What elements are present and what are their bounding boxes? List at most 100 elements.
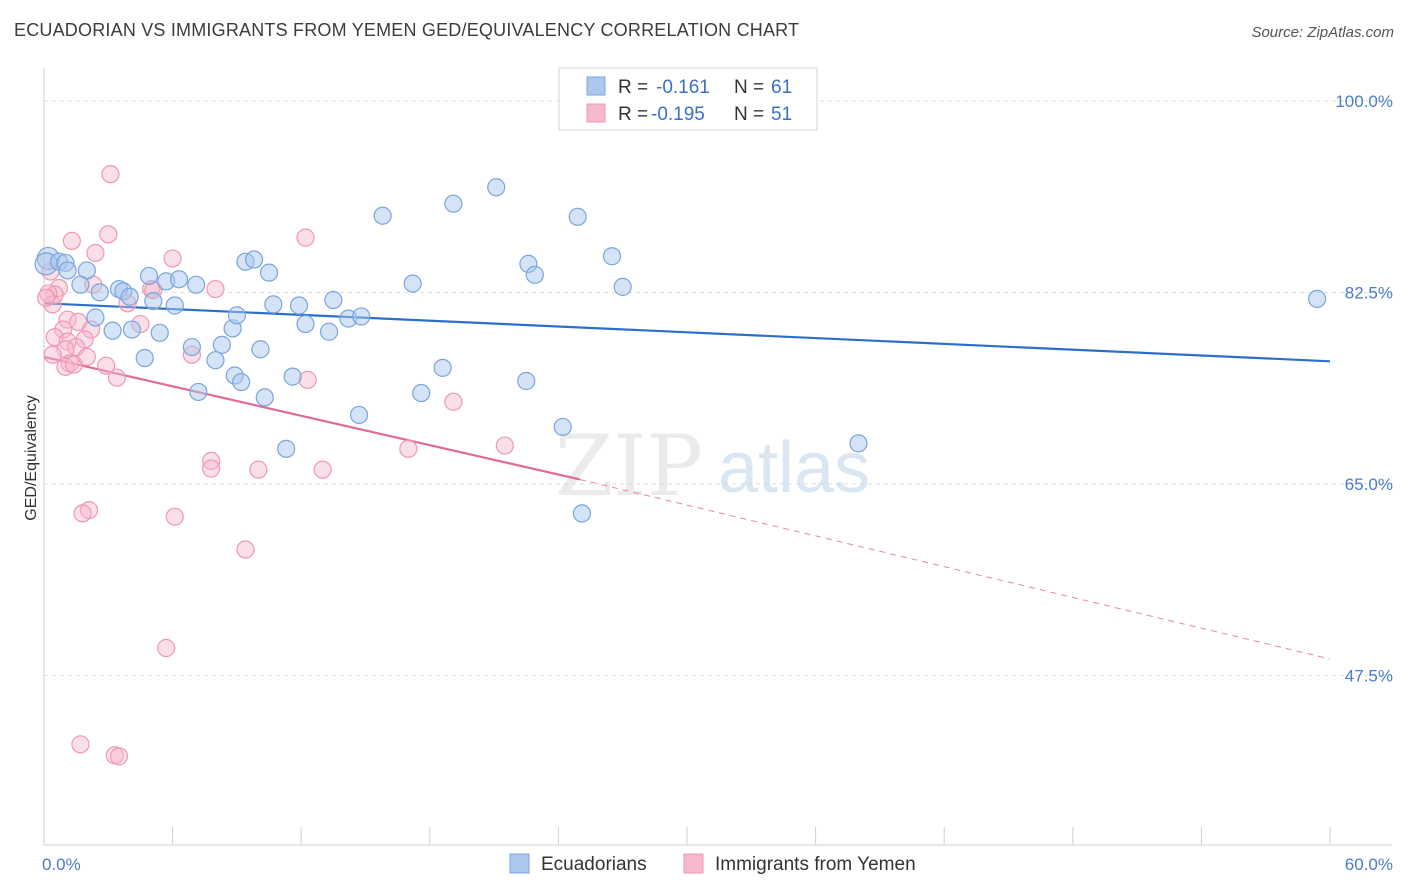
axes [43, 68, 1392, 846]
point-ecuadorians-11 [139, 266, 159, 286]
point-ecuadorians-45 [403, 274, 422, 293]
point-yemen-37 [495, 436, 514, 455]
legend-n-value-2: 51 [771, 104, 792, 125]
legend-r-value-1: -0.161 [656, 77, 710, 98]
source-label: Source: ZipAtlas.com [1251, 24, 1394, 41]
legend-n-value-1: 61 [771, 77, 792, 98]
trend-line-ecuadorians [43, 302, 1331, 363]
legend-r-label-1: R = [618, 77, 648, 98]
y-tick-label-1: 82.5% [1345, 283, 1393, 302]
point-ecuadorians-15 [165, 296, 184, 315]
legend-r-label-2: R = [618, 104, 648, 125]
x-tick-label-0: 0.0% [42, 855, 81, 874]
point-yemen-8 [43, 295, 62, 314]
point-yemen-41 [313, 460, 332, 479]
point-ecuadorians-59 [1308, 289, 1327, 309]
point-yemen-2 [62, 231, 81, 251]
point-yemen-49 [109, 747, 129, 766]
legend-n-label-2: N = [734, 104, 764, 125]
point-ecuadorians-6 [71, 275, 90, 294]
watermark-atlas: atlas [718, 428, 870, 508]
point-ecuadorians-38 [232, 372, 251, 392]
bottom-legend-label-ecuadorians: Ecuadorians [541, 854, 647, 875]
x-tick-label-1: 60.0% [1345, 855, 1393, 874]
point-yemen-25 [43, 345, 62, 364]
legend-swatch-yemen [586, 103, 606, 123]
point-ecuadorians-33 [212, 335, 231, 354]
point-yemen-43 [73, 504, 92, 523]
point-yemen-16 [58, 310, 77, 329]
point-ecuadorians-39 [251, 340, 270, 359]
point-ecuadorians-47 [433, 358, 452, 377]
point-yemen-38 [202, 451, 221, 470]
point-ecuadorians-25 [259, 263, 279, 282]
point-yemen-39 [202, 459, 221, 478]
point-yemen-14 [163, 249, 182, 268]
point-ecuadorians-20 [150, 323, 169, 342]
tick-labels: 100.0% 82.5% 65.0% 47.5% 0.0% 60.0% [42, 92, 1393, 874]
point-yemen-15 [296, 228, 315, 247]
point-yemen-29 [77, 347, 96, 367]
watermark-zip: ZIP [555, 417, 703, 515]
point-ecuadorians-27 [289, 296, 309, 315]
legend-r-value-2: -0.195 [651, 104, 705, 125]
point-yemen-34 [298, 370, 317, 389]
point-yemen-0 [101, 165, 120, 184]
y-tick-label-0: 100.0% [1335, 92, 1393, 111]
point-yemen-35 [399, 439, 418, 458]
legend-swatch-ecuadorians [586, 76, 606, 96]
data-points [34, 165, 1327, 766]
y-axis-title: GED/Equivalency [23, 395, 40, 520]
point-ecuadorians-19 [103, 321, 122, 340]
point-ecuadorians-60 [613, 277, 632, 296]
trend-line-yemen-extrapolated [579, 478, 1331, 660]
point-ecuadorians-43 [277, 439, 296, 458]
point-ecuadorians-30 [319, 322, 339, 341]
bottom-legend-label-yemen: Immigrants from Yemen [715, 854, 916, 875]
legend-n-label-1: N = [734, 77, 764, 98]
top-legend: R = -0.161 N = 61 R = -0.195 N = 51 [558, 67, 818, 131]
point-yemen-50 [37, 288, 56, 307]
point-ecuadorians-35 [182, 337, 201, 357]
point-ecuadorians-57 [572, 504, 592, 523]
point-ecuadorians-32 [352, 307, 371, 326]
bottom-legend: Ecuadorians Immigrants from Yemen [509, 853, 916, 875]
point-ecuadorians-42 [189, 382, 208, 402]
point-ecuadorians-56 [602, 247, 622, 266]
point-yemen-3 [86, 243, 105, 263]
point-ecuadorians-53 [517, 371, 536, 391]
point-ecuadorians-10 [120, 287, 139, 306]
point-yemen-45 [236, 540, 255, 559]
point-ecuadorians-29 [324, 290, 343, 310]
point-ecuadorians-16 [144, 292, 163, 311]
y-tick-label-2: 65.0% [1345, 475, 1393, 494]
bottom-legend-swatch-ecuadorians [509, 853, 530, 874]
point-ecuadorians-13 [169, 270, 189, 289]
point-yemen-47 [71, 735, 90, 754]
point-ecuadorians-49 [444, 194, 463, 213]
point-ecuadorians-41 [283, 367, 302, 386]
point-ecuadorians-54 [553, 417, 572, 437]
point-ecuadorians-7 [90, 283, 109, 302]
point-ecuadorians-22 [227, 306, 246, 325]
point-ecuadorians-44 [349, 405, 369, 425]
point-ecuadorians-24 [244, 250, 264, 269]
point-ecuadorians-48 [373, 206, 392, 225]
point-ecuadorians-28 [296, 314, 315, 334]
point-yemen-40 [249, 460, 268, 479]
point-yemen-46 [157, 638, 176, 658]
point-ecuadorians-14 [187, 275, 206, 294]
point-yemen-1 [99, 225, 118, 244]
point-ecuadorians-55 [568, 207, 587, 226]
y-tick-label-3: 47.5% [1345, 666, 1393, 685]
point-ecuadorians-34 [206, 351, 225, 370]
point-ecuadorians-18 [122, 320, 141, 339]
point-ecuadorians-40 [255, 388, 274, 407]
point-yemen-36 [444, 392, 463, 411]
watermark: ZIP atlas [555, 417, 870, 515]
point-yemen-13 [206, 279, 225, 299]
point-ecuadorians-50 [487, 178, 506, 197]
point-ecuadorians-4 [58, 261, 77, 280]
point-ecuadorians-52 [525, 265, 544, 284]
